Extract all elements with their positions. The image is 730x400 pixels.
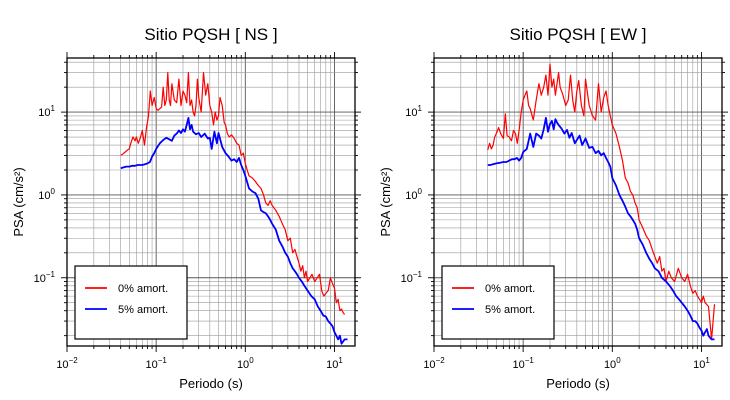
- y-tick-label-base: 10: [405, 107, 417, 119]
- x-tick-label-exponent: −2: [69, 356, 79, 365]
- chart-title: Sitio PQSH [ NS ]: [144, 25, 277, 44]
- x-tick-label: 10−2: [56, 356, 78, 371]
- x-tick-label-base: 10: [423, 359, 435, 371]
- chart-title: Sitio PQSH [ EW ]: [510, 25, 647, 44]
- x-tick-label-exponent: 1: [705, 356, 710, 365]
- x-tick-label-exponent: −2: [436, 356, 446, 365]
- x-tick-label: 100: [604, 356, 621, 371]
- x-tick-label: 10−2: [423, 356, 445, 371]
- y-tick-label-base: 10: [401, 273, 413, 285]
- y-tick-label-base: 10: [38, 107, 50, 119]
- legend-label: 0% amort.: [485, 283, 535, 295]
- series-line-damped: [487, 117, 715, 341]
- legend-label: 0% amort.: [118, 283, 168, 295]
- y-tick-label: 100: [38, 187, 55, 202]
- y-tick-label-base: 10: [38, 190, 50, 202]
- x-tick-label-exponent: 0: [616, 356, 621, 365]
- y-tick-label-base: 10: [34, 273, 46, 285]
- y-axis-label: PSA (cm/s²): [378, 167, 393, 236]
- y-tick-label: 101: [38, 104, 55, 119]
- x-tick-label: 100: [237, 356, 254, 371]
- y-tick-label-exponent: −1: [46, 270, 56, 279]
- y-tick-label: 10−1: [401, 270, 423, 285]
- legend: 0% amort. 5% amort.: [74, 265, 188, 340]
- plot-frame: [66, 57, 356, 347]
- x-tick-label: 101: [693, 356, 710, 371]
- x-axis-label: Periodo (s): [179, 376, 243, 391]
- y-tick-label-base: 10: [405, 190, 417, 202]
- x-tick-label-base: 10: [56, 359, 68, 371]
- x-tick-label-base: 10: [604, 359, 616, 371]
- y-tick-label-exponent: 1: [51, 104, 56, 113]
- x-tick-label-exponent: 1: [338, 356, 343, 365]
- x-tick-label-exponent: 0: [249, 356, 254, 365]
- x-tick-label-base: 10: [693, 359, 705, 371]
- series-line-damped: [120, 117, 348, 345]
- x-tick-label: 10−1: [512, 356, 534, 371]
- y-tick-label-exponent: 0: [51, 187, 56, 196]
- series-line-undamped: [120, 71, 346, 315]
- y-tick-label-exponent: 1: [418, 104, 423, 113]
- legend-box: [441, 265, 555, 340]
- x-tick-label-exponent: −1: [525, 356, 535, 365]
- x-tick-label-exponent: −1: [158, 356, 168, 365]
- grid: [66, 58, 355, 346]
- legend-box: [74, 265, 188, 340]
- legend: 0% amort. 5% amort.: [441, 265, 555, 340]
- legend-label: 5% amort.: [485, 304, 535, 316]
- y-tick-label: 100: [405, 187, 422, 202]
- plot-frame: [433, 57, 723, 347]
- x-axis-label: Periodo (s): [546, 376, 610, 391]
- series-line-undamped: [487, 63, 716, 340]
- x-tick-label-base: 10: [326, 359, 338, 371]
- y-tick-label: 101: [405, 104, 422, 119]
- x-tick-label: 101: [326, 356, 343, 371]
- x-tick-label-base: 10: [145, 359, 157, 371]
- legend-label: 5% amort.: [118, 304, 168, 316]
- y-tick-label-exponent: −1: [413, 270, 423, 279]
- x-tick-label: 10−1: [145, 356, 167, 371]
- y-tick-label-exponent: 0: [418, 187, 423, 196]
- y-axis-label: PSA (cm/s²): [11, 167, 26, 236]
- x-tick-label-base: 10: [237, 359, 249, 371]
- y-tick-label: 10−1: [34, 270, 56, 285]
- x-tick-label-base: 10: [512, 359, 524, 371]
